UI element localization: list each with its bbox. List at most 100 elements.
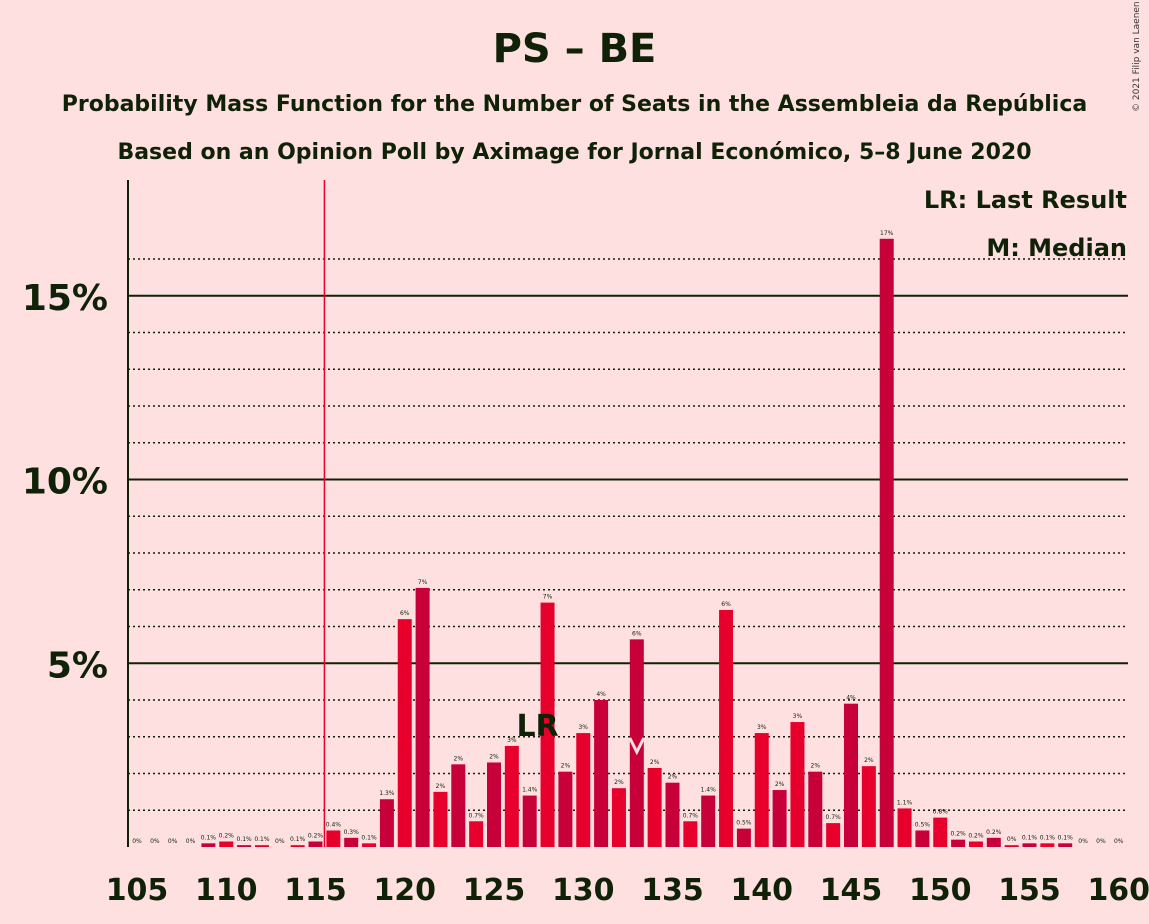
bar-label-159: 0% [1096, 838, 1106, 845]
x-tick-label: 140 [730, 873, 793, 908]
bar-seats-122 [433, 791, 448, 847]
bar-seats-157 [1058, 843, 1073, 847]
bar-label-106: 0% [150, 838, 160, 845]
grid-lines [128, 258, 1128, 811]
bar-label-122: 2% [436, 783, 446, 790]
bar-label-124: 0.7% [469, 812, 485, 819]
bar-seats-118 [362, 843, 377, 847]
bar-label-149: 0.5% [915, 821, 931, 828]
bar-seats-150 [933, 817, 948, 847]
chart-subtitle: Probability Mass Function for the Number… [61, 92, 1088, 117]
bar-label-152: 0.2% [968, 832, 984, 839]
bar-label-145: 4% [846, 695, 856, 702]
bar-label-143: 2% [811, 763, 821, 770]
bar-label-114: 0.1% [290, 836, 306, 843]
bar-label-136: 0.7% [683, 812, 699, 819]
bar-label-146: 2% [864, 757, 874, 764]
bar-seats-119 [379, 799, 394, 847]
bar-label-153: 0.2% [986, 829, 1002, 836]
x-tick-label: 125 [463, 873, 526, 908]
bar-seats-110 [219, 841, 234, 847]
last-result-marker: LR [516, 709, 558, 744]
bar-seats-133 [629, 639, 644, 847]
bar-seats-154 [1004, 845, 1019, 847]
bar-seats-136 [683, 821, 698, 847]
bar-seats-114 [290, 845, 305, 847]
bar-label-112: 0.1% [254, 836, 270, 843]
legend-entry: M: Median [986, 234, 1127, 262]
bar-seats-120 [397, 619, 412, 847]
bar-label-131: 4% [596, 691, 606, 698]
bar-label-141: 2% [775, 781, 785, 788]
bar-label-160: 0% [1114, 838, 1124, 845]
bar-seats-153 [986, 837, 1001, 847]
bar-label-111: 0.1% [236, 836, 252, 843]
x-tick-label: 105 [106, 873, 169, 908]
legend-entry: LR: Last Result [924, 186, 1127, 214]
bar-label-130: 3% [578, 724, 588, 731]
bar-seats-124 [469, 821, 484, 847]
bar-label-129: 2% [561, 763, 571, 770]
axes: 5% 10% 15% 105 110 115 120 125 130 135 140 145 150 15… [22, 180, 1149, 908]
x-tick-label: 130 [552, 873, 615, 908]
bar-seats-141 [772, 790, 787, 847]
bar-seats-127 [522, 795, 537, 847]
bar-seats-134 [647, 767, 662, 847]
bar-seats-111 [237, 845, 252, 847]
bar-label-105: 0% [132, 838, 142, 845]
x-tick-label: 135 [641, 873, 704, 908]
bar-seats-117 [344, 837, 359, 847]
bar-label-157: 0.1% [1058, 834, 1074, 841]
bar-label-109: 0.1% [201, 834, 217, 841]
bar-seats-152 [968, 841, 983, 847]
y-tick-label: 10% [22, 462, 108, 503]
bar-label-117: 0.3% [344, 829, 360, 836]
bar-label-139: 0.5% [736, 820, 752, 827]
bar-label-125: 2% [489, 753, 499, 760]
bar-seats-123 [451, 764, 466, 847]
bar-seats-143 [808, 771, 823, 847]
x-tick-label: 145 [820, 873, 883, 908]
bar-label-150: 0.8% [933, 809, 949, 816]
bar-seats-145 [844, 703, 858, 847]
y-tick-label: 15% [22, 278, 108, 319]
bar-seats-112 [254, 845, 269, 847]
bar-label-126: 3% [507, 737, 517, 744]
bar-label-134: 2% [650, 759, 660, 766]
bar-label-137: 1.4% [701, 787, 717, 794]
bar-label-132: 2% [614, 779, 624, 786]
bar-label-113: 0% [275, 838, 285, 845]
x-tick-label: 150 [909, 873, 972, 908]
bar-label-154: 0% [1007, 836, 1017, 843]
bar-seats-144 [826, 823, 841, 847]
x-tick-label: 155 [998, 873, 1061, 908]
x-tick-label: 160 [1087, 873, 1149, 908]
bar-label-118: 0.1% [361, 834, 377, 841]
bar-value-labels: 0% 0% 0% 0%0.1% 0.2%0.1% 0.1% 0% 0.1%0.2%0.4%0.… [132, 230, 1124, 845]
bar-seats-126 [504, 745, 519, 847]
bar-label-128: 7% [543, 594, 553, 601]
bar-seats-148 [897, 808, 912, 847]
bar-seats-125 [487, 762, 501, 847]
bar-label-115: 0.2% [308, 832, 324, 839]
bar-label-123: 2% [454, 755, 464, 762]
bar-label-110: 0.2% [219, 832, 235, 839]
bar-seats-132 [611, 788, 626, 847]
bar-label-120: 6% [400, 610, 410, 617]
bar-label-135: 2% [668, 774, 678, 781]
bar-seats-135 [665, 782, 680, 847]
bar-seats-128 [540, 602, 555, 847]
bar-label-142: 3% [793, 713, 803, 720]
bar-seats-146 [861, 766, 876, 847]
bar-seats-131 [594, 700, 609, 847]
bar-label-155: 0.1% [1022, 834, 1038, 841]
bar-label-107: 0% [168, 838, 178, 845]
bar-seats-155 [1022, 843, 1037, 847]
bar-seats-156 [1040, 843, 1055, 847]
bar-seats-109 [201, 843, 216, 847]
bar-label-151: 0.2% [950, 831, 966, 838]
bar-seats-142 [790, 722, 805, 847]
markers: LR [323, 180, 646, 847]
bar-label-127: 1.4% [522, 787, 538, 794]
